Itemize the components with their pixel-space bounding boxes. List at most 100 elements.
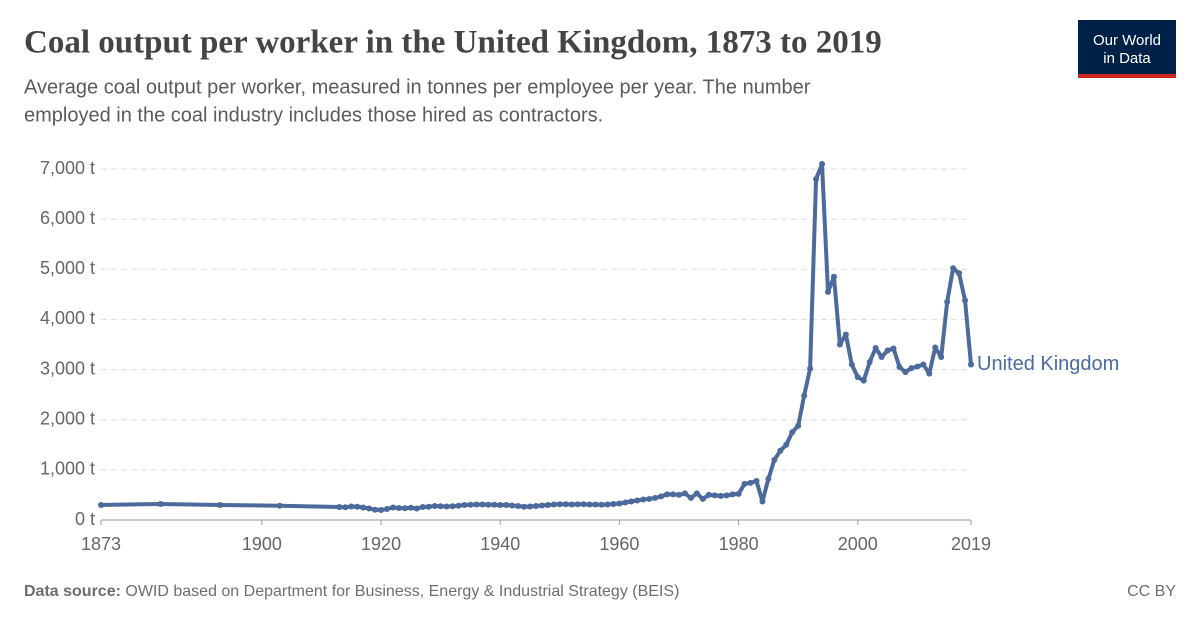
data-point — [705, 491, 712, 498]
x-tick-label: 1873 — [81, 534, 121, 554]
data-point — [729, 491, 736, 498]
data-point — [157, 500, 164, 507]
y-tick-label: 6,000 t — [40, 208, 95, 228]
x-tick-label: 1920 — [361, 534, 401, 554]
data-point — [759, 498, 766, 505]
data-point — [807, 365, 814, 372]
data-point — [372, 506, 379, 513]
data-point — [217, 501, 224, 508]
data-point — [443, 503, 450, 510]
data-point — [395, 504, 402, 511]
data-point — [485, 501, 492, 508]
data-point — [503, 501, 510, 508]
data-point — [467, 501, 474, 508]
data-point — [533, 502, 539, 509]
logo-box — [1078, 20, 1176, 75]
data-point — [616, 500, 623, 507]
data-point — [676, 491, 683, 498]
data-point — [735, 490, 742, 497]
source-label: Data source: — [24, 583, 121, 600]
data-point — [854, 374, 861, 381]
data-point — [461, 501, 468, 508]
y-tick-label: 4,000 t — [40, 308, 95, 328]
data-point — [527, 503, 534, 510]
data-point — [848, 361, 855, 368]
data-point — [622, 499, 629, 506]
y-tick-label: 3,000 t — [40, 358, 95, 378]
data-point — [336, 503, 343, 510]
data-point — [509, 502, 516, 509]
y-tick-label: 2,000 t — [40, 408, 95, 428]
data-point — [878, 354, 885, 361]
y-tick-label: 0 t — [75, 509, 95, 529]
logo[interactable]: Our World in Data — [1078, 20, 1176, 78]
data-point — [795, 422, 802, 429]
data-point — [753, 477, 760, 484]
data-point — [777, 447, 784, 454]
logo-stripe — [1078, 74, 1176, 78]
data-point — [604, 501, 611, 508]
data-point — [491, 501, 498, 508]
data-point — [938, 354, 945, 361]
data-point — [455, 502, 462, 509]
data-point — [801, 392, 808, 399]
data-point — [407, 504, 414, 511]
data-point — [866, 359, 873, 366]
data-point — [598, 501, 605, 508]
data-point — [944, 298, 951, 305]
data-point — [783, 441, 790, 448]
series-line — [100, 161, 973, 512]
data-point — [819, 160, 826, 167]
data-point — [479, 501, 486, 508]
data-point — [950, 265, 957, 272]
data-point — [920, 361, 927, 368]
x-tick-label: 2019 — [951, 534, 991, 554]
data-point — [896, 364, 903, 371]
data-point — [437, 503, 444, 510]
data-point — [634, 497, 641, 504]
data-point — [789, 429, 796, 436]
data-point — [908, 365, 915, 372]
data-point — [360, 504, 367, 511]
data-point — [890, 345, 897, 352]
logo-text: in Data — [1103, 50, 1151, 67]
source: Data source: OWID based on Department fo… — [24, 583, 679, 600]
data-point — [914, 363, 921, 370]
data-point — [378, 506, 385, 513]
data-point — [354, 503, 361, 510]
source-text: OWID based on Department for Business, E… — [125, 583, 679, 600]
data-point — [711, 492, 718, 499]
data-point — [449, 503, 456, 510]
data-point — [592, 501, 599, 508]
data-point — [813, 176, 820, 183]
data-point — [765, 475, 772, 482]
x-tick-label: 2000 — [838, 534, 878, 554]
data-point — [640, 496, 647, 503]
data-point — [497, 501, 504, 508]
data-point — [413, 505, 420, 512]
data-point — [741, 480, 748, 487]
data-point — [824, 288, 831, 295]
data-point — [693, 490, 700, 497]
data-point — [515, 502, 522, 509]
data-point — [670, 491, 677, 498]
data-point — [521, 503, 528, 510]
logo-text: Our World — [1093, 32, 1161, 49]
data-point — [902, 369, 909, 376]
subtitle: Average coal output per worker, measured… — [24, 76, 811, 98]
data-point — [664, 491, 671, 498]
data-point — [342, 504, 349, 511]
data-point — [860, 377, 867, 384]
data-point — [610, 500, 617, 507]
data-point — [926, 370, 933, 377]
license[interactable]: CC BY — [1127, 583, 1176, 600]
data-point — [384, 505, 391, 512]
data-point — [747, 479, 754, 486]
data-point — [568, 501, 575, 508]
data-point — [538, 502, 545, 509]
data-point — [276, 502, 283, 509]
data-point — [580, 501, 587, 508]
series-label: United Kingdom — [977, 353, 1119, 375]
data-point — [473, 501, 480, 508]
